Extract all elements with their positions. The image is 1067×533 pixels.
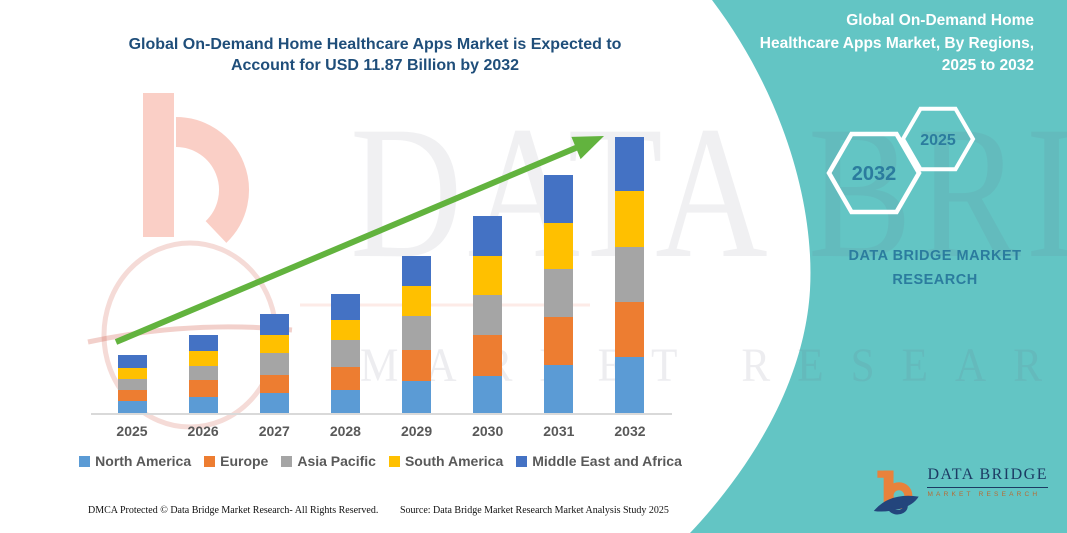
bar-segment-2025-middle-east-and-africa: [117, 355, 147, 369]
chart-legend: North America Europe Asia Pacific South Ame…: [79, 453, 682, 469]
legend-swatch-asia-pacific: [281, 455, 293, 467]
x-axis-label-2032: 2032: [614, 423, 646, 439]
chart-title-line1: Global On-Demand Home Healthcare Apps Ma…: [128, 36, 622, 53]
bar-segment-2026-middle-east-and-africa: [188, 334, 218, 351]
brand-text: DATA BRIDGE MARKET RESEARCH: [828, 244, 1042, 292]
bar-segment-2031-south-america: [544, 223, 574, 270]
bar-2032: [615, 137, 645, 413]
legend-label: Middle East and Africa: [532, 453, 682, 469]
bar-segment-2031-middle-east-and-africa: [544, 175, 574, 224]
logo-subtitle: MARKET RESEARCH: [927, 491, 1041, 498]
bar-2028: [330, 293, 360, 413]
legend-swatch-south-america: [388, 455, 400, 467]
x-axis-label-2026: 2026: [187, 423, 219, 439]
panel-heading-line2: Healthcare Apps Market, By Regions,: [759, 34, 1034, 52]
legend-swatch-europe: [204, 455, 216, 467]
bar-segment-2028-middle-east-and-africa: [330, 293, 360, 320]
bar-segment-2027-europe: [259, 375, 289, 394]
footer-source-text: Source: Data Bridge Market Research Mark…: [400, 505, 669, 516]
x-axis-label-2030: 2030: [472, 423, 504, 439]
chart-title: Global On-Demand Home Healthcare Apps Ma…: [90, 34, 660, 76]
company-logo-text: DATA BRIDGE MARKET RESEARCH: [927, 466, 1048, 498]
bar-segment-2025-europe: [117, 390, 147, 401]
bar-segment-2026-south-america: [188, 350, 218, 367]
hexagon-2032-label: 2032: [852, 163, 897, 185]
bar-2027: [259, 314, 289, 413]
brand-text-line1: DATA BRIDGE MARKET: [848, 248, 1022, 264]
bar-2031: [544, 175, 574, 413]
x-axis-label-2028: 2028: [329, 423, 361, 439]
bar-segment-2031-europe: [544, 317, 574, 366]
x-axis-labels: 2025 2026 2027 2028 2029 2030 2031 2032: [93, 423, 668, 441]
legend-label: Europe: [220, 453, 269, 469]
brand-text-line2: RESEARCH: [892, 272, 978, 288]
company-logo-block: DATA BRIDGE MARKET RESEARCH: [872, 466, 1048, 520]
hexagon-2032: [826, 131, 922, 215]
bar-segment-2032-asia-pacific: [615, 246, 645, 302]
bar-2030: [473, 216, 503, 413]
bar-segment-2025-south-america: [117, 368, 147, 380]
bar-2025: [117, 355, 147, 413]
bar-segment-2030-south-america: [473, 256, 503, 296]
panel-heading-line3: 2025 to 2032: [941, 57, 1034, 74]
bar-segment-2029-south-america: [402, 286, 432, 317]
logo-title: DATA BRIDGE: [927, 466, 1048, 488]
hexagon-2025: [900, 106, 976, 172]
plot-area: [91, 120, 672, 415]
legend-swatch-middle-east-and-africa: [516, 455, 528, 467]
company-logo-icon: [873, 470, 919, 515]
chart-title-line2: Account for USD 11.87 Billion by 2032: [230, 57, 520, 74]
year-hexagons: 2025 2032: [826, 106, 976, 215]
bar-segment-2032-middle-east-and-africa: [615, 137, 645, 191]
bar-segment-2027-asia-pacific: [259, 353, 289, 376]
legend-item-north-america: North America: [79, 453, 191, 469]
bar-segment-2027-north-america: [259, 393, 289, 413]
bar-segment-2032-north-america: [615, 356, 645, 413]
bar-segment-2027-south-america: [259, 335, 289, 354]
legend-swatch-north-america: [79, 455, 91, 467]
footer-dmca-text: DMCA Protected © Data Bridge Market Rese…: [88, 505, 379, 516]
bar-segment-2026-north-america: [188, 396, 218, 413]
bar-segment-2026-asia-pacific: [188, 366, 218, 380]
x-axis-label-2029: 2029: [400, 423, 433, 439]
bar-segment-2030-europe: [473, 335, 503, 377]
bar-segment-2029-europe: [402, 350, 432, 381]
bar-segment-2031-north-america: [544, 365, 574, 413]
hexagon-2025-label: 2025: [920, 132, 956, 149]
legend-label: Asia Pacific: [297, 453, 376, 469]
legend-item-europe: Europe: [204, 453, 268, 469]
panel-heading-line1: Global On-Demand Home: [846, 12, 1034, 29]
bar-segment-2032-europe: [615, 301, 645, 357]
bar-segment-2030-middle-east-and-africa: [473, 216, 503, 257]
bar-segment-2029-middle-east-and-africa: [402, 256, 432, 287]
bar-2029: [402, 256, 432, 413]
bar-segment-2030-asia-pacific: [473, 295, 503, 336]
legend-item-asia-pacific: Asia Pacific: [281, 453, 376, 469]
bar-segment-2028-europe: [330, 366, 360, 390]
x-axis-label-2031: 2031: [543, 423, 575, 439]
bar-segment-2029-asia-pacific: [402, 316, 432, 350]
bar-segment-2028-south-america: [330, 320, 360, 340]
legend-item-south-america: South America: [388, 453, 504, 469]
bar-segment-2028-asia-pacific: [330, 340, 360, 367]
bar-segment-2030-north-america: [473, 376, 503, 413]
legend-label: South America: [404, 453, 504, 469]
bar-segment-2032-south-america: [615, 190, 645, 247]
legend-item-middle-east-and-africa: Middle East and Africa: [516, 453, 682, 469]
panel-heading: Global On-Demand Home Healthcare Apps Ma…: [704, 10, 1034, 78]
x-axis-line: [91, 413, 672, 415]
bar-segment-2031-asia-pacific: [544, 269, 574, 318]
x-axis-label-2027: 2027: [258, 423, 290, 439]
bar-segment-2026-europe: [188, 380, 218, 397]
bar-segment-2027-middle-east-and-africa: [259, 314, 289, 336]
bar-segment-2025-north-america: [117, 400, 147, 413]
bar-segment-2025-asia-pacific: [117, 379, 147, 390]
bar-segment-2029-north-america: [402, 380, 432, 413]
bar-segment-2028-north-america: [330, 389, 360, 413]
x-axis-label-2025: 2025: [116, 423, 148, 439]
legend-label: North America: [95, 453, 192, 469]
bar-2026: [188, 334, 218, 413]
